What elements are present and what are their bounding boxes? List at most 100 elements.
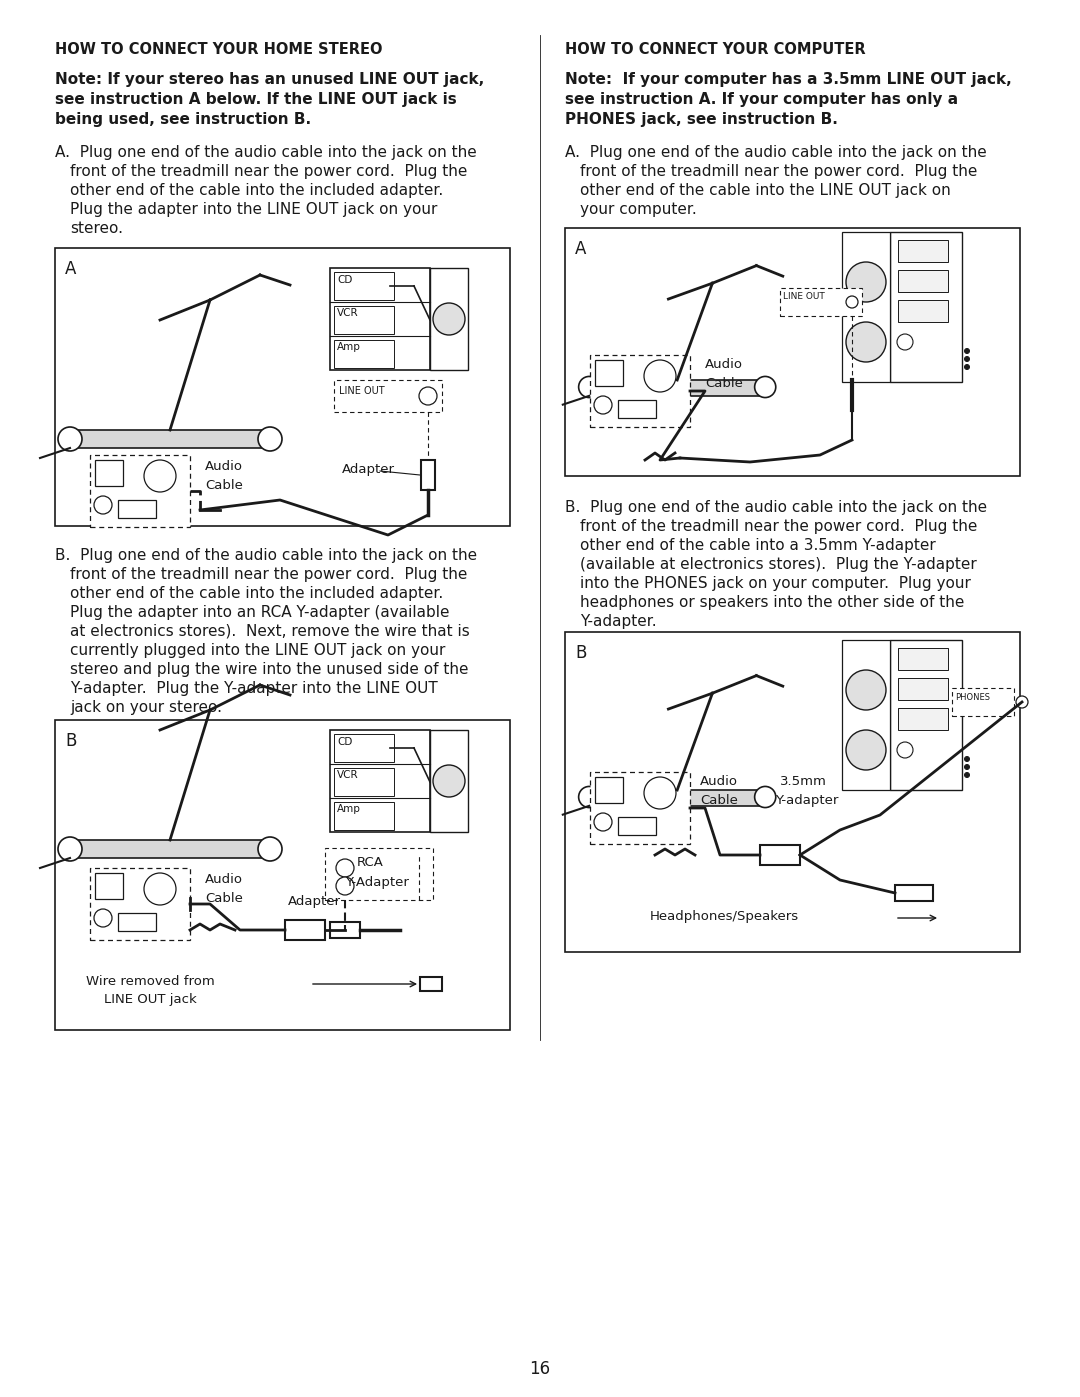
- Bar: [760, 845, 800, 865]
- Text: other end of the cable into the included adapter.: other end of the cable into the included…: [70, 183, 443, 198]
- Bar: [325, 848, 433, 900]
- Text: front of the treadmill near the power cord.  Plug the: front of the treadmill near the power co…: [580, 163, 977, 179]
- Bar: [890, 232, 962, 381]
- Circle shape: [846, 671, 886, 710]
- Circle shape: [846, 296, 858, 307]
- Circle shape: [897, 742, 913, 759]
- Circle shape: [336, 877, 354, 895]
- Text: Y-adapter.: Y-adapter.: [580, 615, 657, 629]
- Bar: [334, 339, 394, 367]
- Circle shape: [964, 365, 970, 369]
- Bar: [55, 719, 510, 1030]
- Text: LINE OUT jack: LINE OUT jack: [104, 993, 197, 1006]
- Circle shape: [144, 873, 176, 905]
- Bar: [897, 240, 948, 263]
- Text: stereo.: stereo.: [70, 221, 123, 236]
- Bar: [90, 455, 190, 527]
- Text: Cable: Cable: [205, 893, 243, 905]
- Bar: [897, 678, 948, 700]
- Text: other end of the cable into a 3.5mm Y-adapter: other end of the cable into a 3.5mm Y-ad…: [580, 538, 935, 553]
- Text: into the PHONES jack on your computer.  Plug your: into the PHONES jack on your computer. P…: [580, 576, 971, 591]
- Bar: [895, 886, 933, 901]
- Bar: [595, 777, 623, 803]
- Text: your computer.: your computer.: [580, 203, 697, 217]
- Text: B: B: [65, 732, 77, 750]
- Text: see instruction A below. If the LINE OUT jack is: see instruction A below. If the LINE OUT…: [55, 92, 457, 108]
- Circle shape: [846, 731, 886, 770]
- Bar: [334, 380, 442, 412]
- Circle shape: [594, 813, 612, 831]
- Text: Plug the adapter into an RCA Y-adapter (available: Plug the adapter into an RCA Y-adapter (…: [70, 605, 449, 620]
- Bar: [897, 300, 948, 321]
- Text: HOW TO CONNECT YOUR COMPUTER: HOW TO CONNECT YOUR COMPUTER: [565, 42, 866, 57]
- Circle shape: [579, 787, 599, 807]
- Circle shape: [964, 764, 970, 770]
- Circle shape: [336, 859, 354, 877]
- Circle shape: [964, 356, 970, 362]
- Bar: [590, 789, 766, 806]
- Text: Y-adapter.  Plug the Y-adapter into the LINE OUT: Y-adapter. Plug the Y-adapter into the L…: [70, 680, 437, 696]
- Bar: [897, 648, 948, 671]
- Circle shape: [846, 321, 886, 362]
- Circle shape: [144, 460, 176, 492]
- Circle shape: [594, 395, 612, 414]
- Circle shape: [644, 777, 676, 809]
- Bar: [430, 731, 468, 833]
- Bar: [55, 249, 510, 527]
- Text: B.  Plug one end of the audio cable into the jack on the: B. Plug one end of the audio cable into …: [55, 548, 477, 563]
- Circle shape: [58, 427, 82, 451]
- Text: at electronics stores).  Next, remove the wire that is: at electronics stores). Next, remove the…: [70, 624, 470, 638]
- Bar: [285, 921, 325, 940]
- Bar: [95, 460, 123, 486]
- Bar: [590, 773, 690, 844]
- Circle shape: [644, 360, 676, 393]
- Bar: [330, 922, 360, 937]
- Text: Audio: Audio: [705, 358, 743, 372]
- Text: Audio: Audio: [205, 873, 243, 886]
- Circle shape: [94, 496, 112, 514]
- Text: B.  Plug one end of the audio cable into the jack on the: B. Plug one end of the audio cable into …: [565, 500, 987, 515]
- Bar: [421, 460, 435, 490]
- Text: Adapter: Adapter: [288, 895, 341, 908]
- Bar: [590, 380, 766, 395]
- Text: Adapter: Adapter: [342, 462, 395, 476]
- Circle shape: [258, 427, 282, 451]
- Text: Headphones/Speakers: Headphones/Speakers: [650, 909, 799, 923]
- Text: see instruction A. If your computer has only a: see instruction A. If your computer has …: [565, 92, 958, 108]
- Text: stereo and plug the wire into the unused side of the: stereo and plug the wire into the unused…: [70, 662, 469, 678]
- Circle shape: [579, 376, 599, 398]
- Circle shape: [846, 263, 886, 302]
- Bar: [890, 640, 962, 789]
- Bar: [897, 708, 948, 731]
- Bar: [780, 288, 862, 316]
- Circle shape: [58, 837, 82, 861]
- Text: other end of the cable into the LINE OUT jack on: other end of the cable into the LINE OUT…: [580, 183, 950, 198]
- Bar: [330, 731, 430, 833]
- Text: Y-adapter: Y-adapter: [775, 793, 838, 807]
- Bar: [897, 270, 948, 292]
- Text: LINE OUT: LINE OUT: [339, 386, 384, 395]
- Text: Audio: Audio: [700, 775, 738, 788]
- Text: front of the treadmill near the power cord.  Plug the: front of the treadmill near the power co…: [70, 163, 468, 179]
- Text: VCR: VCR: [337, 770, 359, 780]
- Circle shape: [258, 837, 282, 861]
- Bar: [95, 873, 123, 900]
- Bar: [430, 268, 468, 370]
- Bar: [334, 272, 394, 300]
- Text: PHONES jack, see instruction B.: PHONES jack, see instruction B.: [565, 112, 838, 127]
- Circle shape: [964, 348, 970, 353]
- Circle shape: [755, 376, 775, 398]
- Bar: [118, 500, 156, 518]
- Text: jack on your stereo.: jack on your stereo.: [70, 700, 222, 715]
- Text: 3.5mm: 3.5mm: [780, 775, 827, 788]
- Circle shape: [755, 787, 775, 807]
- Text: (available at electronics stores).  Plug the Y-adapter: (available at electronics stores). Plug …: [580, 557, 976, 571]
- Circle shape: [94, 909, 112, 928]
- Text: Y-Adapter: Y-Adapter: [345, 876, 409, 888]
- Circle shape: [419, 387, 437, 405]
- Text: Amp: Amp: [337, 342, 361, 352]
- Text: Note:  If your computer has a 3.5mm LINE OUT jack,: Note: If your computer has a 3.5mm LINE …: [565, 73, 1012, 87]
- Bar: [618, 400, 656, 418]
- Text: 16: 16: [529, 1361, 551, 1377]
- Bar: [842, 640, 890, 789]
